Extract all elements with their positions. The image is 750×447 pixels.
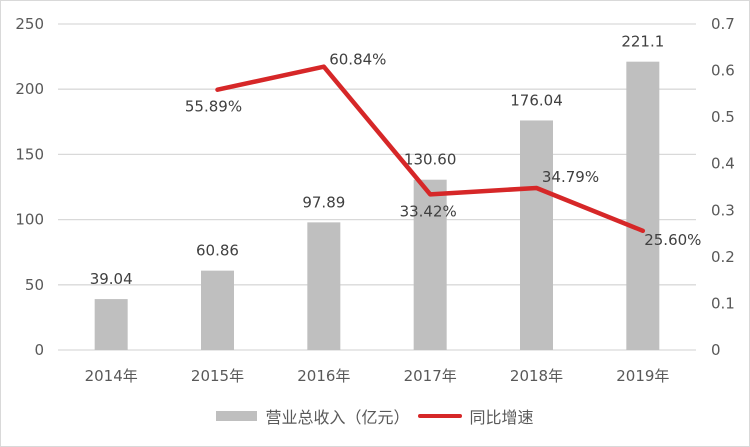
x-tick-label: 2018年: [510, 367, 563, 385]
bar-swatch-icon: [216, 411, 258, 421]
x-tick-label: 2014年: [85, 367, 138, 385]
right-tick-label: 0: [711, 341, 721, 359]
legend-label-growth: 同比增速: [469, 408, 534, 427]
left-tick-label: 150: [15, 145, 44, 163]
revenue-bar: [307, 222, 341, 350]
left-tick-label: 100: [15, 211, 44, 229]
growth-line-labels: 55.89% 60.84% 33.42% 34.79% 25.60%: [185, 51, 702, 249]
right-tick-label: 0.6: [711, 62, 735, 80]
revenue-bar: [94, 299, 128, 350]
x-tick-label: 2016年: [297, 367, 350, 385]
left-axis: 0 50 100 150 200 250: [15, 15, 44, 359]
x-tick-label: 2017年: [404, 367, 457, 385]
right-tick-label: 0.2: [711, 248, 735, 266]
revenue-bar-labels: 39.04 60.86 97.89 130.60 176.04 221.1: [90, 33, 665, 288]
right-tick-label: 0.4: [711, 155, 735, 173]
right-axis: 0 0.1 0.2 0.3 0.4 0.5 0.6 0.7: [711, 15, 735, 359]
growth-polyline: [215, 64, 646, 234]
growth-value-label: 34.79%: [542, 168, 599, 186]
x-tick-label: 2015年: [191, 367, 244, 385]
right-tick-label: 0.7: [711, 15, 735, 33]
line-swatch-icon: [417, 414, 462, 418]
bar-value-label: 97.89: [302, 193, 345, 211]
bar-value-label: 60.86: [196, 242, 239, 260]
left-tick-label: 200: [15, 80, 44, 98]
left-tick-label: 0: [34, 341, 44, 359]
left-tick-label: 250: [15, 15, 44, 33]
right-tick-label: 0.1: [711, 294, 735, 312]
chart-legend: 营业总收入（亿元） 同比增速: [0, 404, 750, 428]
x-axis: 2014年 2015年 2016年 2017年 2018年 2019年: [85, 367, 670, 385]
bar-value-label: 130.60: [404, 151, 457, 169]
gridlines: [58, 23, 696, 351]
left-tick-label: 50: [25, 276, 44, 294]
revenue-bars: [94, 61, 660, 350]
revenue-bar: [201, 270, 234, 350]
bar-value-label: 176.04: [510, 91, 563, 109]
growth-line: [215, 64, 646, 234]
bar-value-label: 39.04: [90, 270, 133, 288]
right-tick-label: 0.3: [711, 201, 735, 219]
revenue-bar: [626, 61, 660, 350]
growth-value-label: 33.42%: [400, 202, 457, 220]
x-tick-label: 2019年: [616, 367, 669, 385]
legend-label-revenue: 营业总收入（亿元）: [265, 408, 410, 427]
right-tick-label: 0.5: [711, 108, 735, 126]
revenue-bar: [413, 179, 447, 350]
bar-value-label: 221.1: [621, 33, 664, 51]
legend-item-growth: 同比增速: [417, 404, 534, 428]
revenue-bar: [520, 120, 553, 350]
legend-item-revenue: 营业总收入（亿元）: [216, 404, 410, 428]
growth-value-label: 25.60%: [644, 231, 701, 249]
growth-value-label: 60.84%: [329, 51, 386, 69]
growth-value-label: 55.89%: [185, 98, 242, 116]
